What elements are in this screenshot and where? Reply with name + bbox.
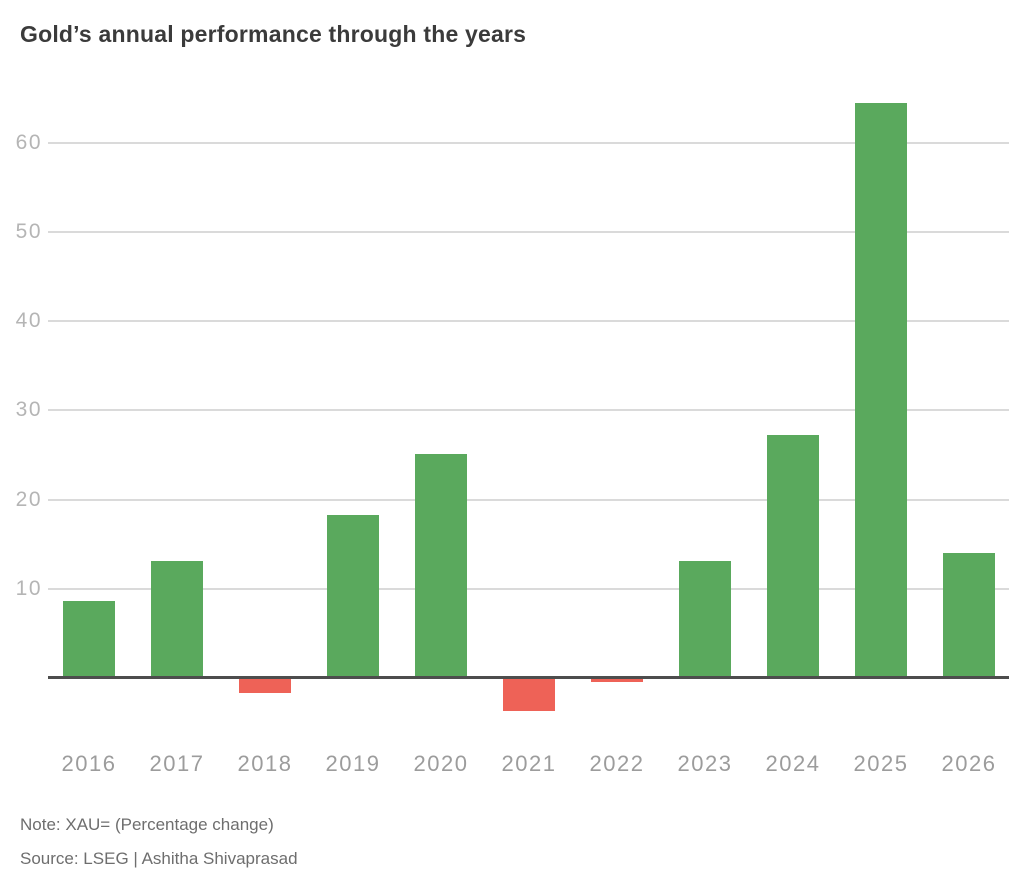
gridline-10 — [48, 587, 1009, 590]
bar-2024 — [767, 435, 819, 679]
x-tick-label-2016: 2016 — [61, 751, 117, 776]
bar-2025 — [855, 102, 907, 679]
chart-note: Note: XAU= (Percentage change) — [20, 815, 274, 834]
x-tick-label-2023: 2023 — [677, 751, 733, 776]
bar-2023 — [679, 561, 731, 679]
x-tick-label-2025: 2025 — [853, 751, 909, 776]
bar-2018 — [239, 679, 291, 694]
chart-title: Gold’s annual performance through the ye… — [20, 21, 527, 47]
bar-2019 — [327, 514, 379, 679]
chart-source: Source: LSEG | Ashitha Shivaprasad — [20, 849, 298, 868]
x-axis-line — [48, 676, 1009, 679]
gridline-50 — [48, 231, 1009, 233]
bar-2022 — [591, 679, 643, 682]
bar-2017 — [151, 561, 203, 679]
gridline-30 — [48, 409, 1009, 412]
y-tick-label: 40 — [15, 309, 42, 333]
bar-2016 — [63, 601, 115, 679]
bar-2020 — [415, 454, 467, 679]
gridline-40 — [48, 320, 1009, 323]
x-tick-label-2024: 2024 — [765, 751, 821, 776]
y-tick-label: 60 — [15, 130, 42, 154]
y-tick-label: 50 — [15, 220, 42, 243]
x-tick-label-2020: 2020 — [413, 751, 469, 776]
x-tick-label-2026: 2026 — [941, 751, 997, 776]
x-tick-label-2021: 2021 — [501, 751, 557, 776]
y-tick-label: 30 — [15, 398, 42, 422]
gridline-60 — [48, 141, 1009, 144]
gridline-20 — [48, 498, 1009, 501]
y-tick-label: 10 — [15, 576, 42, 600]
x-tick-label-2019: 2019 — [325, 751, 381, 776]
x-tick-label-2022: 2022 — [589, 751, 645, 776]
x-tick-label-2017: 2017 — [149, 751, 205, 776]
bar-2021 — [503, 679, 555, 712]
x-tick-label-2018: 2018 — [237, 751, 293, 776]
bar-2026 — [943, 553, 995, 679]
y-tick-label: 20 — [15, 487, 42, 511]
